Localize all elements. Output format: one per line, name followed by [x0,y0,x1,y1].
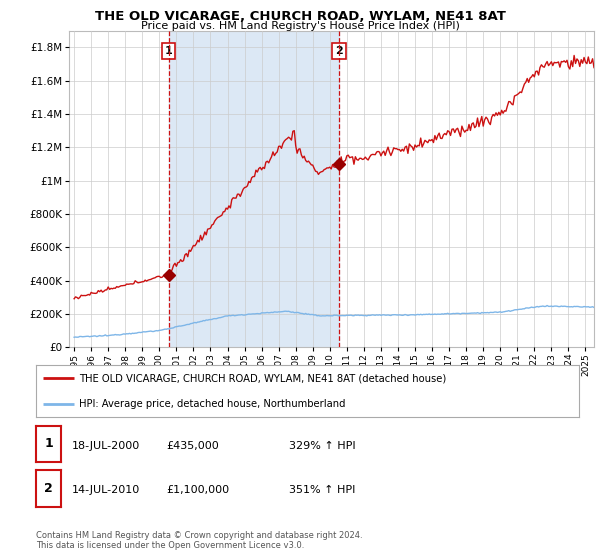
Text: THE OLD VICARAGE, CHURCH ROAD, WYLAM, NE41 8AT: THE OLD VICARAGE, CHURCH ROAD, WYLAM, NE… [95,10,505,23]
Text: HPI: Average price, detached house, Northumberland: HPI: Average price, detached house, Nort… [79,399,346,409]
Text: 351% ↑ HPI: 351% ↑ HPI [289,486,356,496]
Text: Contains HM Land Registry data © Crown copyright and database right 2024.
This d: Contains HM Land Registry data © Crown c… [36,530,362,550]
Text: £1,100,000: £1,100,000 [166,486,229,496]
Bar [169,31,339,347]
Text: 18-JUL-2000: 18-JUL-2000 [72,441,140,451]
Text: 1: 1 [164,46,172,56]
Text: 2: 2 [44,482,53,495]
Text: 14-JUL-2010: 14-JUL-2010 [72,486,140,496]
Text: Price paid vs. HM Land Registry's House Price Index (HPI): Price paid vs. HM Land Registry's House … [140,21,460,31]
Text: 2: 2 [335,46,343,56]
Text: 329% ↑ HPI: 329% ↑ HPI [289,441,356,451]
Text: 1: 1 [44,437,53,450]
Text: £435,000: £435,000 [166,441,219,451]
Text: THE OLD VICARAGE, CHURCH ROAD, WYLAM, NE41 8AT (detached house): THE OLD VICARAGE, CHURCH ROAD, WYLAM, NE… [79,373,446,383]
